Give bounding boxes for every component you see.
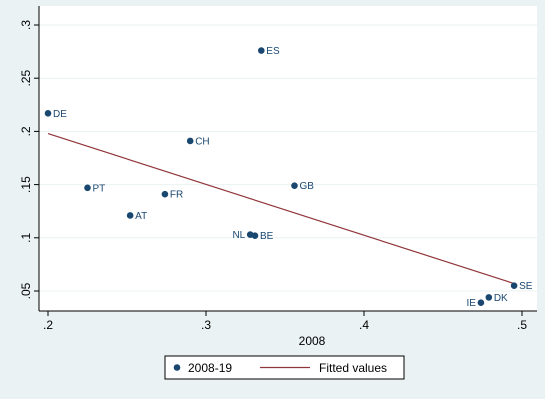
plot-area [39,6,537,311]
point-fr [161,190,169,198]
legend-label-fit: Fitted values [319,361,387,375]
point-label-fr: FR [170,190,183,201]
point-label-be: BE [260,231,274,242]
axes-layer: .05 .1 .15 .2 .25 .3 .2 .3 .4 .5 [19,6,537,332]
point-label-gb: GB [299,181,314,192]
point-label-at: AT [135,211,147,222]
point-be [251,232,259,239]
legend-marker-points [173,364,181,371]
point-label-de: DE [53,109,67,120]
legend: 2008-19 Fitted values [164,355,405,380]
point-se [510,282,518,289]
x-tick-label: .2 [43,318,53,332]
y-tick-label: .25 [19,70,33,87]
x-tick-label: .3 [201,318,211,332]
point-label-ch: CH [195,136,209,147]
x-tick-label: .4 [359,318,369,332]
fitted-values-line [47,132,515,285]
point-ch [186,137,194,145]
y-tick-label: .2 [19,126,33,136]
point-label-nl: NL [232,230,245,241]
point-label-dk: DK [494,293,508,304]
x-axis-title: 2008 [299,334,326,348]
y-tick-label: .3 [19,20,33,30]
x-tick-label: .5 [517,318,527,332]
point-pt [84,184,91,192]
gridlines [39,24,537,292]
point-at [126,212,134,219]
point-es [258,47,265,54]
y-tick-label: .15 [19,176,33,193]
y-tick-label: .05 [19,282,33,299]
point-label-se: SE [519,281,533,292]
point-dk [485,294,493,301]
point-label-pt: PT [93,183,106,194]
point-gb [291,182,298,189]
fitted-line-layer [47,132,515,285]
point-label-es: ES [266,46,280,57]
point-label-ie: IE [466,298,476,309]
point-de [44,110,52,117]
point-ie [477,299,485,307]
points-layer: DE PT AT FR CH NL BE ES GB IE DK SE [44,46,533,309]
y-tick-label: .1 [19,232,33,242]
legend-label-points: 2008-19 [188,361,232,375]
